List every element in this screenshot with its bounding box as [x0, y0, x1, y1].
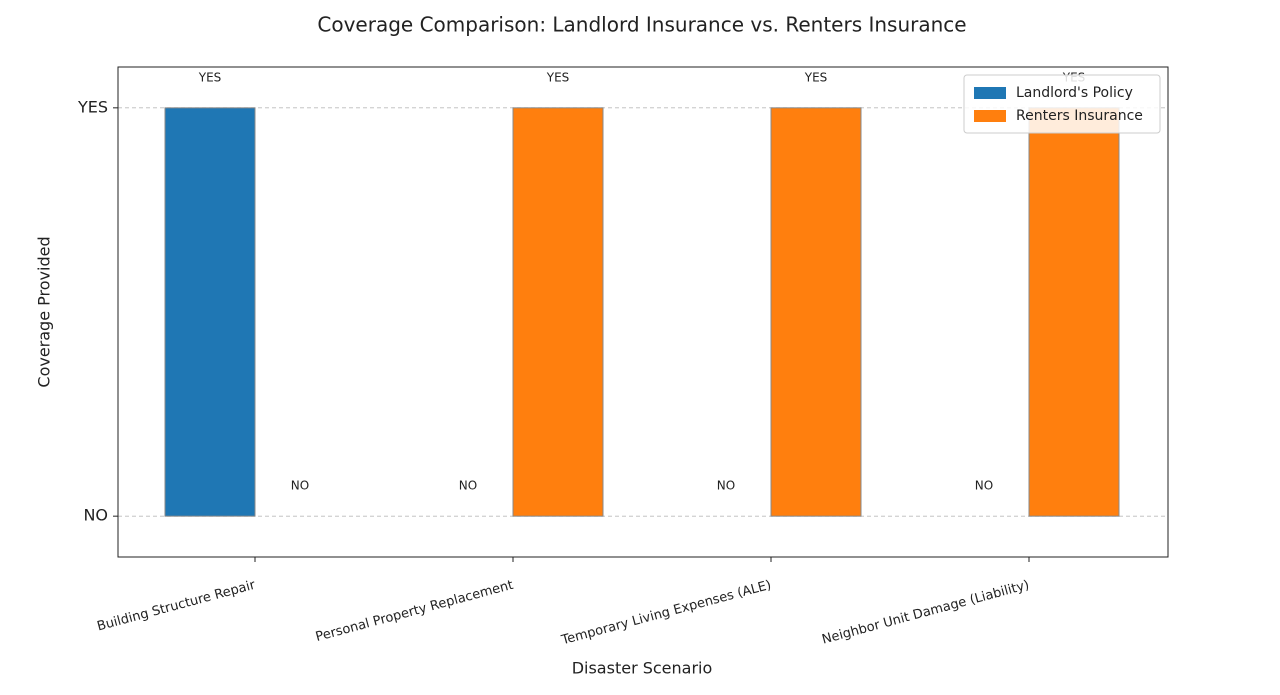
legend-label: Renters Insurance: [1016, 108, 1143, 124]
value-label: YES: [804, 70, 828, 84]
value-label: NO: [975, 479, 993, 493]
y-axis-title: Coverage Provided: [35, 236, 54, 387]
y-tick-label: YES: [77, 97, 108, 116]
x-tick-label: Building Structure Repair: [96, 578, 258, 635]
value-label: YES: [198, 70, 222, 84]
legend-swatch: [974, 87, 1006, 99]
bar: [512, 107, 604, 517]
legend-swatch: [974, 110, 1006, 122]
x-tick-label: Neighbor Unit Damage (Liability): [820, 578, 1031, 648]
x-tick-label: Personal Property Replacement: [314, 578, 515, 645]
x-axis-title: Disaster Scenario: [572, 659, 713, 678]
value-label: NO: [459, 479, 477, 493]
x-tick-label: Temporary Living Expenses (ALE): [559, 578, 773, 649]
value-label: NO: [291, 479, 309, 493]
y-tick-label: NO: [83, 506, 108, 525]
chart-title: Coverage Comparison: Landlord Insurance …: [317, 13, 966, 37]
bar: [770, 107, 862, 517]
value-label: NO: [717, 479, 735, 493]
bar: [1028, 107, 1120, 517]
legend-label: Landlord's Policy: [1016, 85, 1133, 101]
legend-box: [963, 74, 1161, 134]
value-label: YES: [546, 70, 570, 84]
plot-frame: [117, 66, 1169, 558]
bar: [164, 107, 256, 517]
